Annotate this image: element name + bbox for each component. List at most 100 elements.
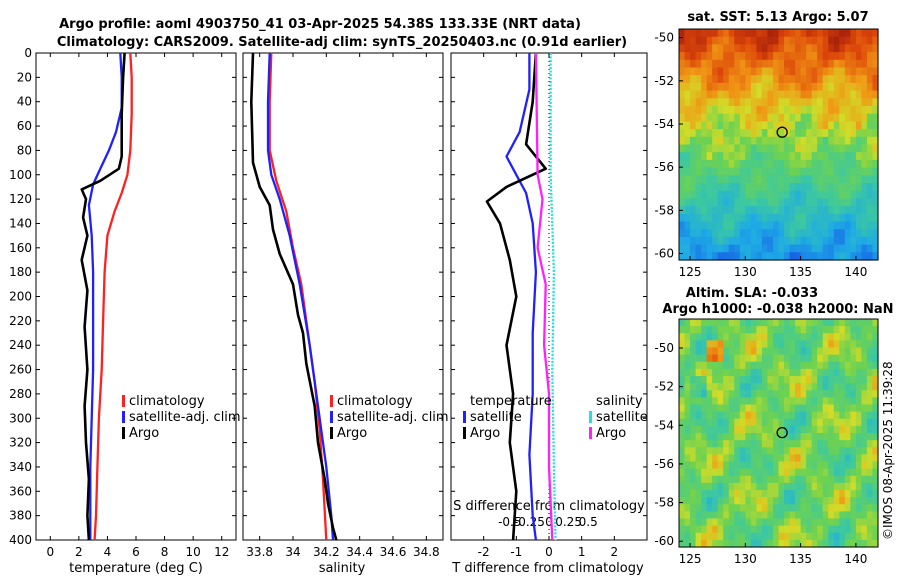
map-cell	[684, 167, 691, 176]
map-cell	[679, 252, 686, 261]
map-cell	[822, 411, 829, 420]
map-cell	[778, 404, 785, 413]
map-cell	[695, 411, 702, 420]
map-cell	[839, 482, 846, 491]
map-cell	[850, 354, 857, 363]
map-cell	[745, 144, 752, 153]
map-cell	[717, 440, 724, 448]
map-cell	[712, 490, 719, 498]
map-cell	[861, 213, 868, 223]
series-satellite-adj-clim	[266, 52, 335, 541]
map-cell	[866, 319, 874, 327]
xtick-label: -2	[478, 545, 490, 559]
map-cell	[850, 159, 857, 169]
map-cell	[723, 539, 730, 548]
map-cell	[695, 75, 702, 84]
map-cell	[806, 29, 813, 38]
map-cell	[800, 144, 807, 153]
map-cell	[839, 129, 846, 138]
map-cell	[850, 90, 857, 99]
map-xtick-label: 140	[844, 265, 867, 279]
map-cell	[756, 454, 763, 463]
ytick-label: 60	[17, 119, 32, 133]
map-cell	[833, 504, 840, 512]
map-cell	[844, 326, 851, 334]
map-cell	[712, 518, 719, 527]
map-cell	[739, 461, 746, 470]
map-cell	[706, 113, 713, 122]
map-cell	[850, 411, 857, 420]
map-cell	[850, 482, 857, 491]
map-cell	[789, 319, 796, 327]
map-cell	[872, 206, 879, 215]
map-cell	[717, 183, 724, 192]
map-cell	[839, 475, 846, 484]
map-cell	[811, 433, 818, 441]
map-cell	[800, 525, 807, 534]
map-cell	[800, 167, 807, 176]
map-cell	[739, 52, 746, 61]
map-cell	[695, 333, 702, 341]
map-cell	[828, 368, 835, 377]
map-cell	[745, 461, 752, 470]
map-cell	[817, 82, 824, 92]
map-cell	[861, 106, 868, 115]
map-cell	[778, 113, 785, 122]
map-cell	[795, 390, 802, 398]
map-cell	[778, 333, 785, 341]
map-cell	[684, 252, 691, 261]
map-cell	[679, 539, 686, 548]
map-cell	[778, 340, 785, 349]
map-cell	[778, 490, 785, 498]
map-cell	[778, 482, 785, 491]
map-cell	[833, 36, 840, 45]
map-cell	[695, 461, 702, 470]
map-cell	[679, 347, 686, 356]
map-cell	[828, 67, 835, 76]
map-cell	[789, 206, 796, 215]
map-cell	[789, 44, 796, 53]
map-cell	[822, 159, 829, 169]
map-cell	[679, 418, 686, 427]
map-cell	[761, 326, 769, 334]
map-cell	[861, 511, 868, 520]
map-cell	[872, 397, 879, 406]
map-cell	[866, 475, 874, 484]
map-cell	[767, 418, 774, 427]
map-cell	[789, 82, 796, 92]
map-cell	[866, 152, 874, 161]
map-cell	[784, 333, 791, 341]
map-cell	[756, 340, 763, 349]
map-cell	[817, 319, 824, 327]
map-cell	[778, 36, 785, 45]
map-cell	[728, 52, 735, 61]
map-cell	[679, 52, 686, 61]
map-cell	[772, 532, 780, 541]
map-cell	[817, 144, 824, 153]
map-cell	[872, 136, 879, 146]
map-cell	[784, 36, 791, 45]
map-cell	[855, 482, 863, 491]
map-cell	[806, 113, 813, 122]
map-cell	[706, 183, 713, 192]
map-cell	[756, 361, 763, 370]
map-cell	[872, 333, 879, 341]
map-cell	[684, 52, 691, 61]
map-cell	[723, 167, 730, 176]
map-cell	[695, 347, 702, 356]
map-cell	[844, 490, 851, 498]
map-cell	[844, 539, 851, 548]
map-cell	[822, 113, 829, 122]
map-cell	[844, 347, 851, 356]
map-cell	[822, 152, 829, 161]
map-cell	[767, 319, 774, 327]
map-cell	[866, 75, 874, 84]
map-cell	[828, 175, 835, 184]
map-cell	[789, 447, 796, 455]
map-cell	[850, 82, 857, 92]
ytick-label: 180	[9, 265, 32, 279]
map-cell	[745, 497, 752, 505]
map-cell	[772, 361, 780, 370]
map-cell	[706, 532, 713, 541]
map-cell	[712, 198, 719, 207]
